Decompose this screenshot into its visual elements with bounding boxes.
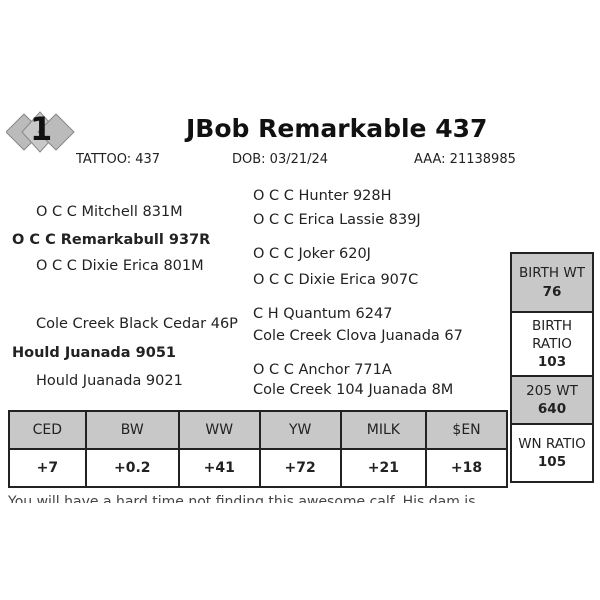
dam-sire-dam: Cole Creek Clova Juanada 67 bbox=[253, 328, 463, 344]
epd-value: +0.2 bbox=[84, 448, 180, 488]
epd-header: WW bbox=[177, 410, 261, 450]
epd-value: +18 bbox=[425, 448, 508, 488]
animal-name: JBob Remarkable 437 bbox=[186, 114, 488, 143]
dam: Hould Juanada 9051 bbox=[12, 345, 176, 361]
aaa-number: AAA: 21138985 bbox=[414, 152, 516, 167]
perf-value: 103 bbox=[537, 354, 567, 371]
perf-label: WN RATIO bbox=[518, 435, 586, 452]
epd-value-row: +7 +0.2 +41 +72 +21 +18 bbox=[8, 448, 508, 488]
perf-value: 76 bbox=[542, 283, 562, 300]
sire-sire-sire: O C C Hunter 928H bbox=[253, 188, 392, 204]
dam-sire: Cole Creek Black Cedar 46P bbox=[36, 316, 238, 332]
perf-label: 205 WT bbox=[526, 382, 578, 399]
dam-dam-dam: Cole Creek 104 Juanada 8M bbox=[253, 382, 454, 398]
epd-header-row: CED BW WW YW MILK $EN bbox=[8, 410, 508, 450]
dam-dam: Hould Juanada 9021 bbox=[36, 373, 183, 389]
footnote: You will have a hard time not finding th… bbox=[8, 494, 476, 503]
sire-sire-dam: O C C Erica Lassie 839J bbox=[253, 212, 421, 228]
epd-header: YW bbox=[258, 410, 342, 450]
perf-label: BIRTH WT bbox=[519, 265, 585, 282]
sire: O C C Remarkabull 937R bbox=[12, 232, 211, 248]
epd-header: MILK bbox=[339, 410, 428, 450]
dam-dam-sire: O C C Anchor 771A bbox=[253, 362, 392, 378]
weaning-weight-box: 205 WT 640 bbox=[510, 375, 594, 425]
sire-dam-sire: O C C Joker 620J bbox=[253, 246, 371, 262]
weaning-ratio-box: WN RATIO 105 bbox=[510, 423, 594, 483]
epd-header: $EN bbox=[425, 410, 508, 450]
epd-table: CED BW WW YW MILK $EN +7 +0.2 +41 +72 +2… bbox=[8, 410, 508, 488]
sire-sire: O C C Mitchell 831M bbox=[36, 204, 183, 220]
perf-label: BIRTH RATIO bbox=[531, 317, 573, 352]
epd-value: +41 bbox=[177, 448, 261, 488]
dob: DOB: 03/21/24 bbox=[232, 152, 329, 167]
epd-header: CED bbox=[8, 410, 87, 450]
epd-value: +21 bbox=[339, 448, 428, 488]
lot-number: 1 bbox=[30, 110, 53, 148]
sire-dam-dam: O C C Dixie Erica 907C bbox=[253, 272, 419, 288]
birth-weight-box: BIRTH WT 76 bbox=[510, 252, 594, 313]
birth-ratio-box: BIRTH RATIO 103 bbox=[510, 311, 594, 377]
dam-sire-sire: C H Quantum 6247 bbox=[253, 306, 393, 322]
perf-value: 640 bbox=[537, 401, 567, 417]
epd-value: +72 bbox=[258, 448, 342, 488]
epd-header: BW bbox=[84, 410, 180, 450]
perf-value: 105 bbox=[537, 454, 567, 470]
sire-dam: O C C Dixie Erica 801M bbox=[36, 258, 204, 274]
lot-badge-icon bbox=[6, 111, 75, 153]
tattoo: TATTOO: 437 bbox=[76, 152, 161, 167]
epd-value: +7 bbox=[8, 448, 87, 488]
